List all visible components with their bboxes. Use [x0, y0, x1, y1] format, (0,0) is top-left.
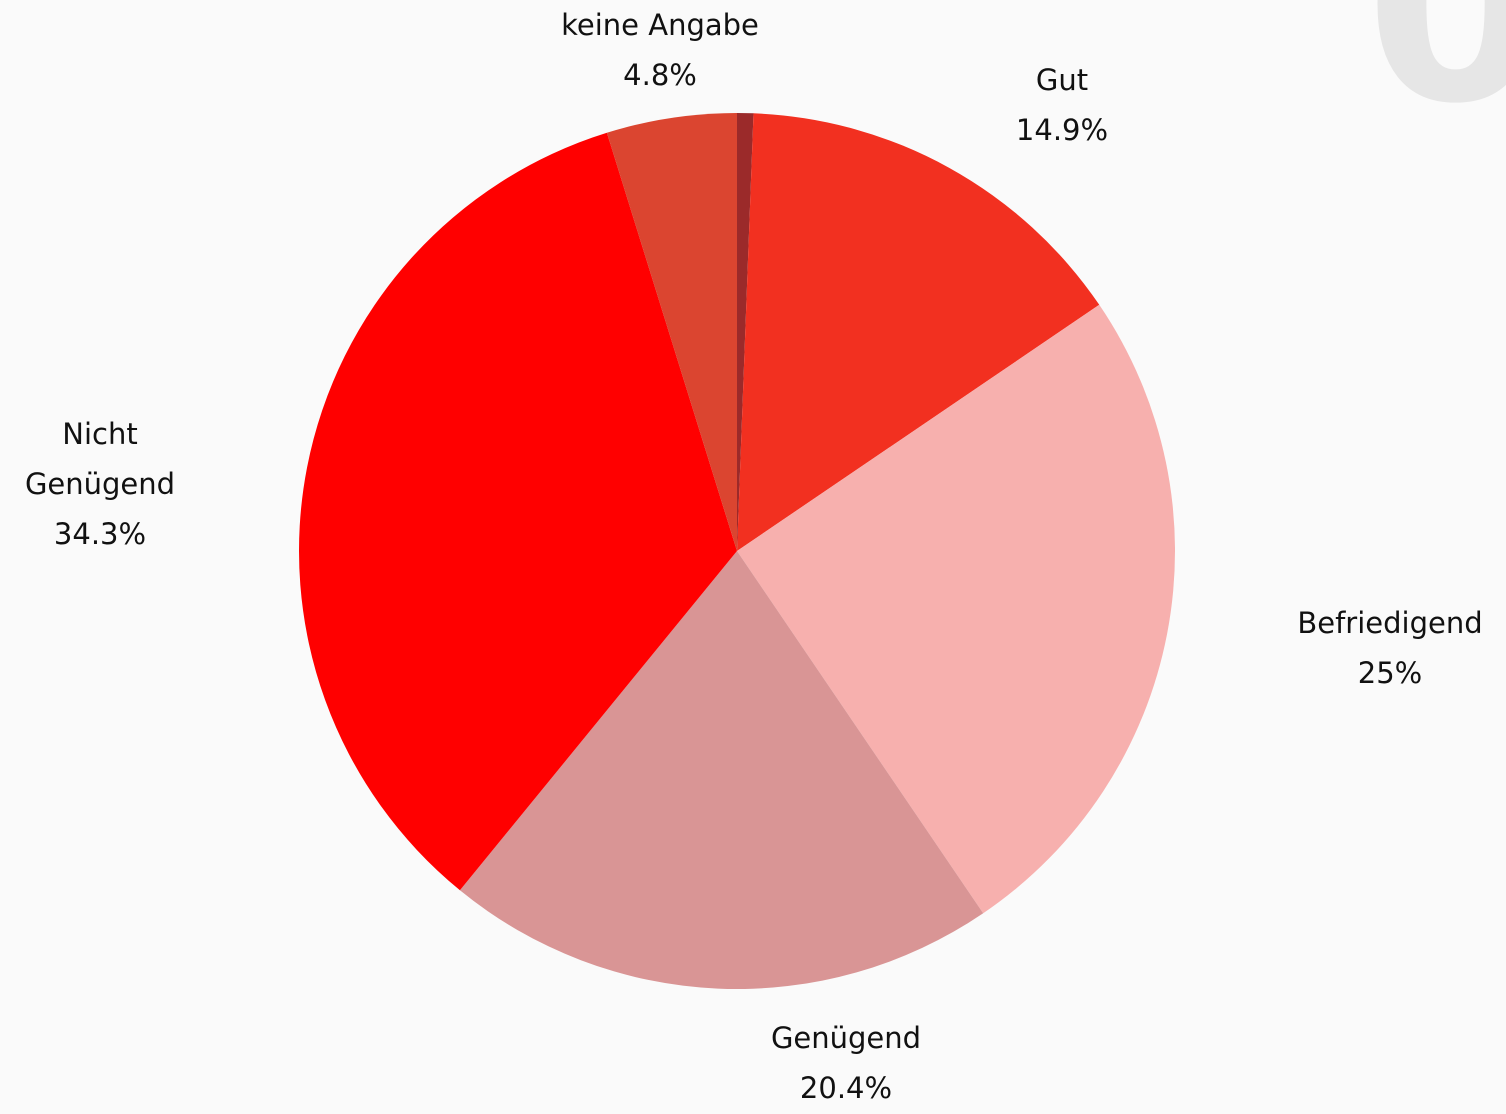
- value-label: 14.9%: [1015, 113, 1109, 147]
- slice-label: Genügend 20.4%: [726, 1013, 966, 1113]
- pie-slice: [299, 132, 737, 891]
- value-label: 4.8%: [623, 58, 697, 92]
- slice-label: Befriedigend 25%: [1260, 598, 1506, 698]
- pie-slice: [459, 551, 984, 989]
- pie-slice: [737, 113, 1100, 551]
- corner-decoration: 0: [1365, 0, 1506, 161]
- value-label: 20.4%: [799, 1071, 893, 1105]
- pie-slice: [737, 113, 754, 551]
- category-label: Genügend: [770, 1021, 922, 1055]
- slice-label: Nicht Genügend 34.3%: [0, 409, 200, 559]
- slice-label: keine Angabe 4.8%: [530, 0, 790, 100]
- category-label: keine Angabe: [561, 8, 759, 42]
- value-label: 25%: [1357, 656, 1423, 690]
- pie-slice: [737, 304, 1175, 914]
- category-label: Gut: [1035, 63, 1089, 97]
- category-label: Nicht Genügend: [24, 417, 176, 501]
- category-label: Befriedigend: [1297, 606, 1483, 640]
- pie-slice: [606, 113, 737, 551]
- value-label: 34.3%: [53, 517, 147, 551]
- slice-label: Gut 14.9%: [962, 55, 1162, 155]
